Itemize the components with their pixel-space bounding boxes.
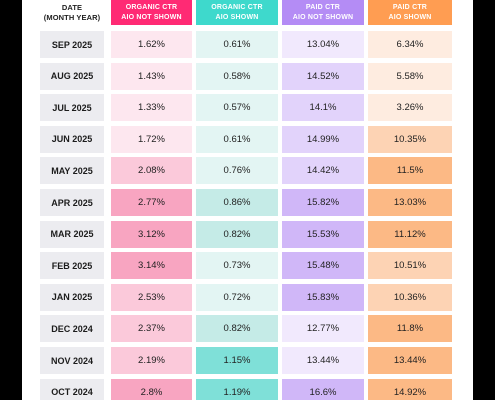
value-cell-organic-not-shown: 2.19% — [111, 347, 192, 374]
value-cell-paid-shown: 10.35% — [368, 125, 452, 153]
value-cell-paid-not-shown: 14.99% — [282, 125, 364, 153]
header-label-line: ORGANIC CTR — [211, 4, 263, 11]
value-cell-paid-shown: 11.5% — [368, 157, 452, 185]
value-cell-organic-not-shown: 2.8% — [111, 378, 192, 400]
value-cell-paid-shown: 6.34% — [368, 31, 452, 58]
date-cell: APR 2025 — [40, 189, 104, 216]
header-label-line: PAID CTR — [392, 4, 428, 11]
value-cell-paid-shown: 5.58% — [368, 62, 452, 90]
date-cell: JUN 2025 — [40, 125, 104, 153]
value-cell-organic-shown: 0.58% — [196, 62, 278, 90]
value-cell-paid-not-shown: 14.1% — [282, 94, 364, 122]
value-cell-organic-not-shown: 2.77% — [111, 189, 192, 216]
value-cell-organic-shown: 0.86% — [196, 189, 278, 216]
header-label-line: PAID CTR — [305, 4, 341, 11]
value-cell-organic-not-shown: 1.33% — [111, 94, 192, 122]
date-cell: SEP 2025 — [40, 31, 104, 58]
header-date: DATE (MONTH YEAR) — [40, 0, 104, 25]
header-label-line: AIO NOT SHOWN — [121, 13, 182, 21]
value-cell-organic-not-shown: 3.12% — [111, 220, 192, 248]
value-cell-organic-not-shown: 1.62% — [111, 31, 192, 58]
header-organic-not-shown: ORGANIC CTR AIO NOT SHOWN — [111, 0, 192, 25]
value-cell-organic-not-shown: 2.37% — [111, 315, 192, 343]
date-cell: MAY 2025 — [40, 157, 104, 185]
value-cell-paid-shown: 10.51% — [368, 252, 452, 280]
value-cell-organic-shown: 0.72% — [196, 283, 278, 311]
value-cell-paid-not-shown: 14.52% — [282, 62, 364, 90]
value-cell-organic-shown: 0.73% — [196, 252, 278, 280]
value-cell-organic-shown: 0.61% — [196, 125, 278, 153]
value-cell-paid-shown: 10.36% — [368, 283, 452, 311]
value-cell-organic-shown: 0.82% — [196, 220, 278, 248]
value-cell-paid-not-shown: 13.04% — [282, 31, 364, 58]
value-cell-organic-shown: 1.19% — [196, 378, 278, 400]
value-cell-organic-not-shown: 2.53% — [111, 283, 192, 311]
header-paid-not-shown: PAID CTR AIO NOT SHOWN — [282, 0, 364, 25]
date-cell: OCT 2024 — [40, 378, 104, 400]
date-cell: MAR 2025 — [40, 220, 104, 248]
value-cell-organic-not-shown: 3.14% — [111, 252, 192, 280]
value-cell-paid-not-shown: 16.6% — [282, 378, 364, 400]
header-label-line: ORGANIC CTR — [125, 4, 178, 11]
value-cell-organic-shown: 0.82% — [196, 315, 278, 343]
header-label-line: AIO NOT SHOWN — [292, 13, 354, 21]
value-cell-organic-shown: 0.61% — [196, 31, 278, 58]
ctr-table: DATE (MONTH YEAR) ORGANIC CTR AIO NOT SHOWN… — [22, 0, 473, 400]
date-cell: AUG 2025 — [40, 62, 104, 90]
value-cell-paid-not-shown: 12.77% — [282, 315, 364, 343]
value-cell-paid-shown: 11.8% — [368, 315, 452, 343]
value-cell-paid-not-shown: 15.48% — [282, 252, 364, 280]
value-cell-paid-not-shown: 15.53% — [282, 220, 364, 248]
date-cell: NOV 2024 — [40, 347, 104, 374]
value-cell-organic-shown: 0.57% — [196, 94, 278, 122]
date-cell: JUL 2025 — [40, 94, 104, 122]
value-cell-organic-not-shown: 2.08% — [111, 157, 192, 185]
header-label-line: DATE — [61, 2, 83, 12]
header-label-line: AIO SHOWN — [388, 13, 432, 21]
value-cell-organic-not-shown: 1.72% — [111, 125, 192, 153]
value-cell-paid-shown: 3.26% — [368, 94, 452, 122]
date-cell: JAN 2025 — [40, 283, 104, 311]
value-cell-organic-shown: 0.76% — [196, 157, 278, 185]
header-paid-shown: PAID CTR AIO SHOWN — [368, 0, 452, 25]
value-cell-paid-not-shown: 14.42% — [282, 157, 364, 185]
header-label-line: (MONTH YEAR) — [43, 12, 101, 22]
value-cell-paid-not-shown: 15.83% — [282, 283, 364, 311]
value-cell-paid-shown: 13.03% — [368, 189, 452, 216]
date-cell: DEC 2024 — [40, 315, 104, 343]
value-cell-paid-shown: 13.44% — [368, 347, 452, 374]
value-cell-paid-shown: 14.92% — [368, 378, 452, 400]
value-cell-organic-shown: 1.15% — [196, 347, 278, 374]
value-cell-paid-not-shown: 13.44% — [282, 347, 364, 374]
header-organic-shown: ORGANIC CTR AIO SHOWN — [196, 0, 278, 25]
value-cell-organic-not-shown: 1.43% — [111, 62, 192, 90]
value-cell-paid-not-shown: 15.82% — [282, 189, 364, 216]
header-label-line: AIO SHOWN — [215, 13, 259, 21]
value-cell-paid-shown: 11.12% — [368, 220, 452, 248]
date-cell: FEB 2025 — [40, 252, 104, 280]
